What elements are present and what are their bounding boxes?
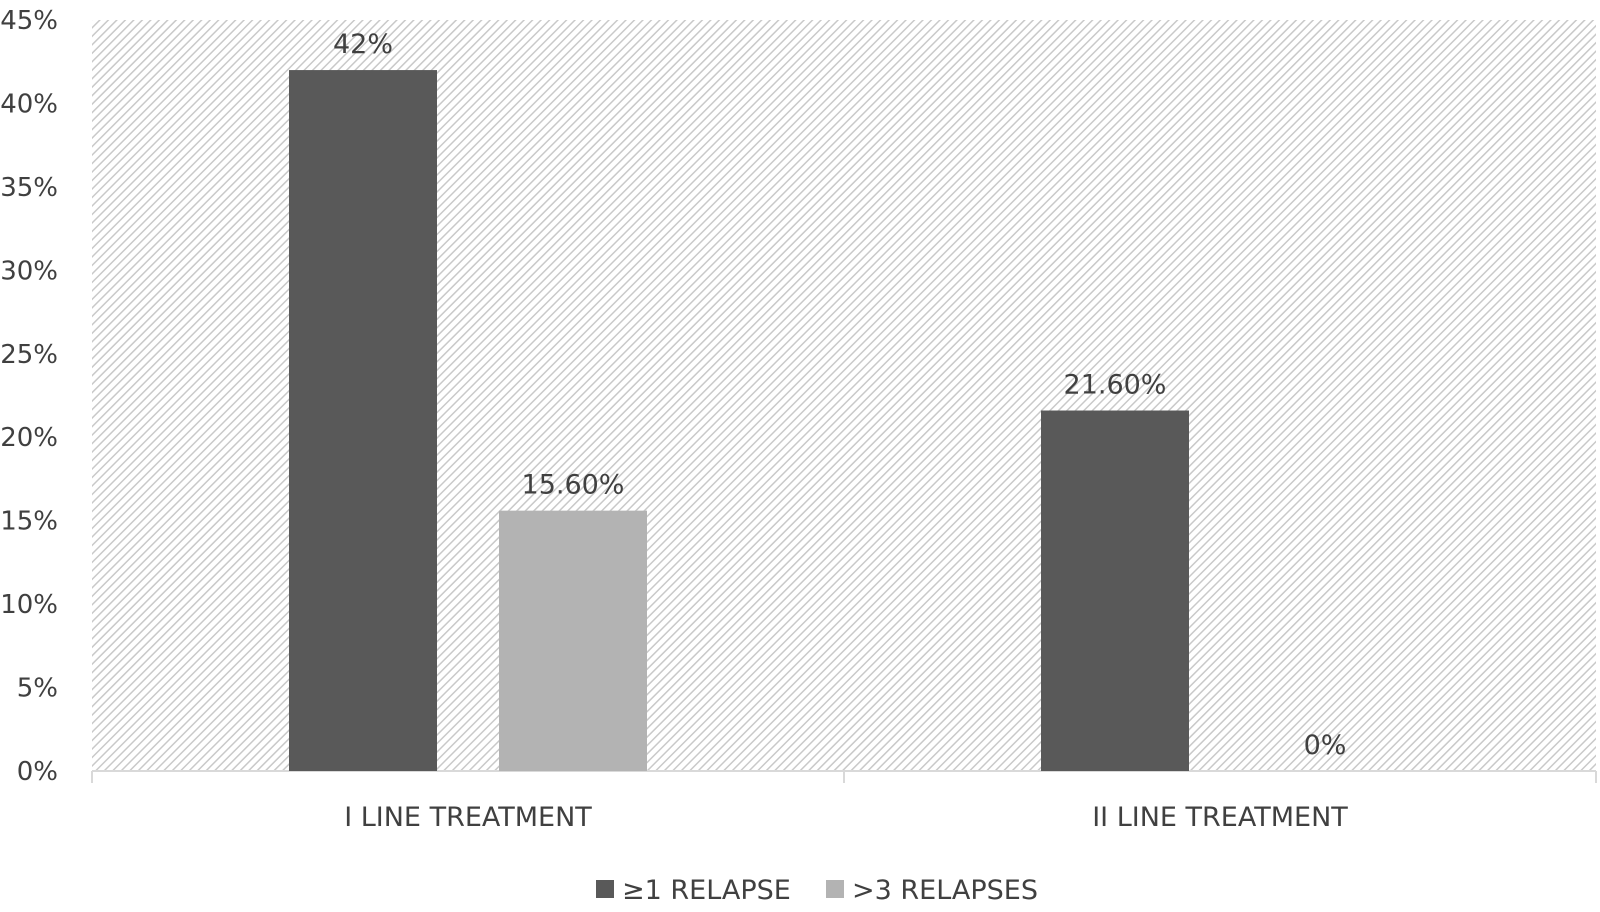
bar (1041, 410, 1189, 771)
y-tick-label: 20% (0, 423, 58, 453)
y-tick-label: 5% (17, 674, 58, 704)
x-axis-ticks (91, 771, 1597, 783)
legend-label: ≥1 RELAPSE (622, 875, 791, 906)
bar (289, 70, 437, 772)
y-tick-label: 45% (0, 6, 58, 36)
y-tick-label: 25% (0, 340, 58, 370)
bars (289, 70, 1189, 772)
y-tick-label: 40% (0, 89, 58, 119)
data-labels: 42% 15.60% 21.60% 0% (333, 29, 1346, 761)
y-tick-label: 0% (17, 757, 58, 787)
x-tick-label: I LINE TREATMENT (344, 802, 592, 833)
x-axis-labels: I LINE TREATMENT II LINE TREATMENT (344, 802, 1348, 833)
legend-swatch (826, 880, 844, 898)
x-tick-label: II LINE TREATMENT (1092, 802, 1348, 833)
legend-item: ≥1 RELAPSE (596, 875, 791, 906)
legend-swatch (596, 880, 614, 898)
y-tick-label: 15% (0, 507, 58, 537)
y-tick-label: 30% (0, 256, 58, 286)
data-label: 15.60% (522, 470, 625, 501)
data-label: 0% (1304, 730, 1347, 761)
data-label: 42% (333, 29, 393, 60)
y-tick-label: 35% (0, 173, 58, 203)
bar (499, 510, 647, 771)
legend: ≥1 RELAPSE >3 RELAPSES (596, 875, 1038, 906)
y-axis: 0% 5% 10% 15% 20% 25% 30% 35% 40% 45% (0, 6, 58, 787)
legend-item: >3 RELAPSES (826, 875, 1038, 906)
legend-label: >3 RELAPSES (852, 875, 1038, 906)
y-tick-label: 10% (0, 590, 58, 620)
data-label: 21.60% (1064, 370, 1167, 401)
